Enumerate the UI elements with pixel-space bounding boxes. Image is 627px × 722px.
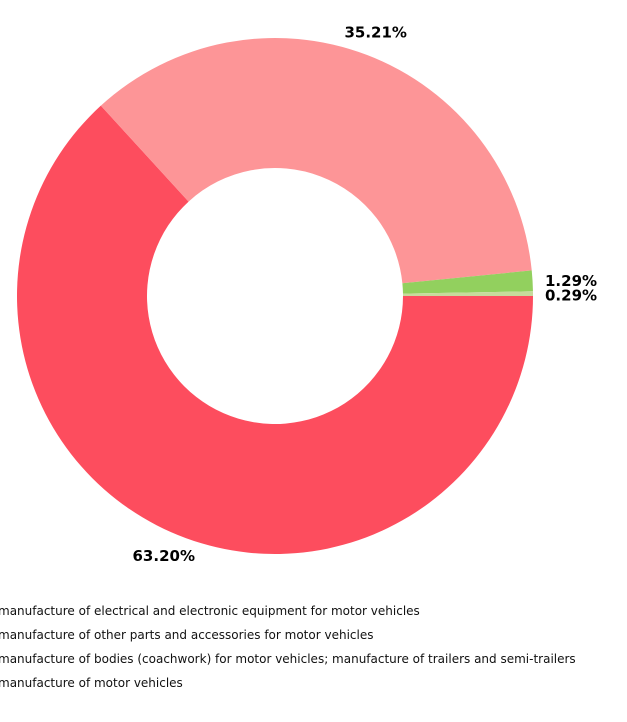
slice-label-electrical-electronic: 1.29% <box>545 272 597 290</box>
slice-label-motor-vehicles: 63.20% <box>133 547 195 565</box>
legend-item-motor-vehicles[interactable]: manufacture of motor vehicles <box>0 676 183 690</box>
slice-label-bodies-trailers: 0.29% <box>545 287 597 305</box>
slice-other-parts[interactable] <box>100 38 532 284</box>
slice-electrical-electronic[interactable] <box>402 270 533 294</box>
legend-item-electrical-electronic[interactable]: manufacture of electrical and electronic… <box>0 604 420 618</box>
slice-labels: 63.20% 35.21% 1.29%0.29% <box>133 24 598 565</box>
legend-item-other-parts[interactable]: manufacture of other parts and accessori… <box>0 628 373 642</box>
legend: manufacture of electrical and electronic… <box>0 604 576 690</box>
slice-motor-vehicles[interactable] <box>16 105 533 554</box>
legend-item-bodies-trailers[interactable]: manufacture of bodies (coachwork) for mo… <box>0 652 576 666</box>
slice-bodies-trailers[interactable] <box>402 291 533 296</box>
donut-slices <box>16 38 533 554</box>
slice-label-other-parts: 35.21% <box>344 24 406 42</box>
